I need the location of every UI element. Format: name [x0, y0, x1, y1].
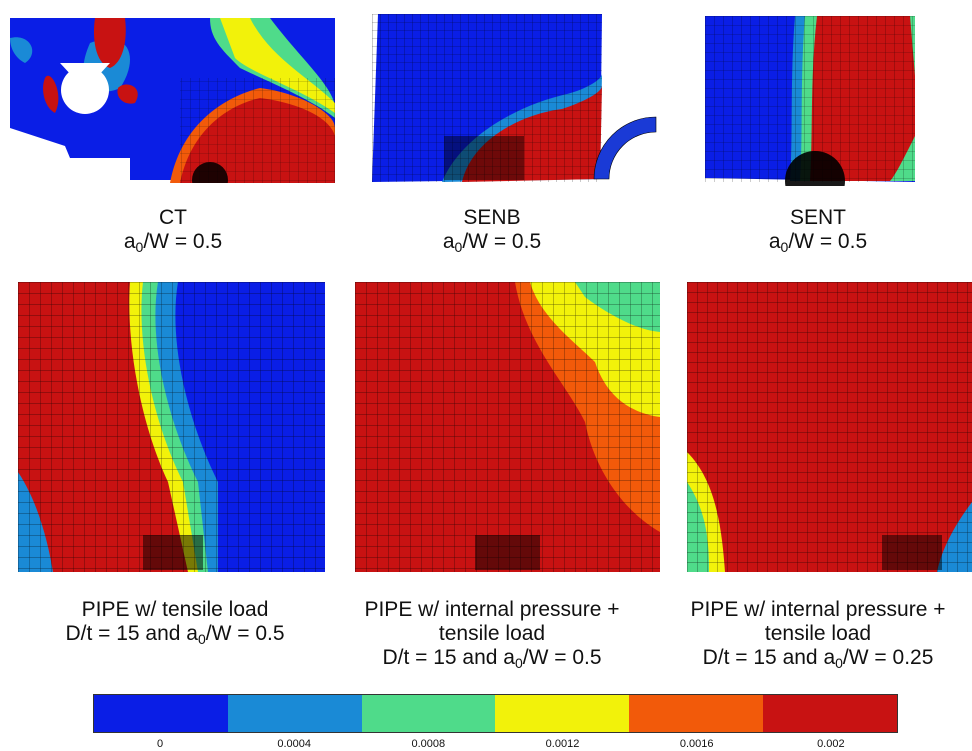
panel-title-line2: tensile load — [438, 622, 546, 645]
panel-title-line1: PIPE w/ internal pressure + — [364, 598, 620, 621]
panel-title: PIPE w/ tensile load — [81, 598, 269, 621]
panel-title: CT — [159, 206, 187, 229]
colorbar-segment — [94, 695, 228, 732]
colorbar-tick-label: 0.0016 — [679, 738, 714, 750]
caption-pipe-pressure-tensile-shallow: PIPE w/ internal pressure + tensile load… — [673, 598, 963, 670]
pipe-pressure-tensile-contour-plot — [355, 282, 660, 572]
colorbar — [93, 694, 898, 733]
pipe-pressure-tensile-shallow-crack-contour-plot — [687, 282, 972, 572]
panel-title-line2: tensile load — [764, 622, 872, 645]
colorbar-segment — [495, 695, 630, 732]
pipe-tensile-contour-plot — [18, 282, 325, 572]
colorbar-tick-label: 0 — [156, 738, 164, 750]
colorbar-tick-label: 0.0008 — [411, 738, 446, 750]
caption-pipe-pressure-tensile: PIPE w/ internal pressure + tensile load… — [347, 598, 637, 670]
panel-title: SENT — [789, 206, 846, 229]
caption-ct: CT a0/W = 0.5 — [83, 206, 263, 254]
colorbar-segment — [763, 695, 897, 732]
colorbar-segment — [629, 695, 764, 732]
crack-ratio: D/t = 15 and a0/W = 0.25 — [702, 646, 934, 671]
caption-pipe-tensile: PIPE w/ tensile load D/t = 15 and a0/W =… — [30, 598, 320, 646]
crack-ratio: a0/W = 0.5 — [123, 230, 223, 255]
colorbar-tick-label: 0.002 — [817, 738, 845, 750]
panel-title: SENB — [463, 206, 521, 229]
crack-ratio: D/t = 15 and a0/W = 0.5 — [382, 646, 602, 671]
colorbar-segment — [361, 695, 496, 732]
panel-title-line1: PIPE w/ internal pressure + — [690, 598, 946, 621]
colorbar-tick-label: 0.0012 — [545, 738, 580, 750]
crack-ratio: D/t = 15 and a0/W = 0.5 — [65, 622, 285, 647]
colorbar-segment — [227, 695, 362, 732]
crack-ratio: a0/W = 0.5 — [768, 230, 868, 255]
ct-contour-plot — [10, 18, 335, 183]
caption-sent: SENT a0/W = 0.5 — [728, 206, 908, 254]
senb-contour-plot — [372, 14, 657, 186]
colorbar-tick-label: 0.0004 — [277, 738, 311, 750]
crack-ratio: a0/W = 0.5 — [442, 230, 542, 255]
caption-senb: SENB a0/W = 0.5 — [402, 206, 582, 254]
sent-contour-plot — [705, 16, 915, 186]
